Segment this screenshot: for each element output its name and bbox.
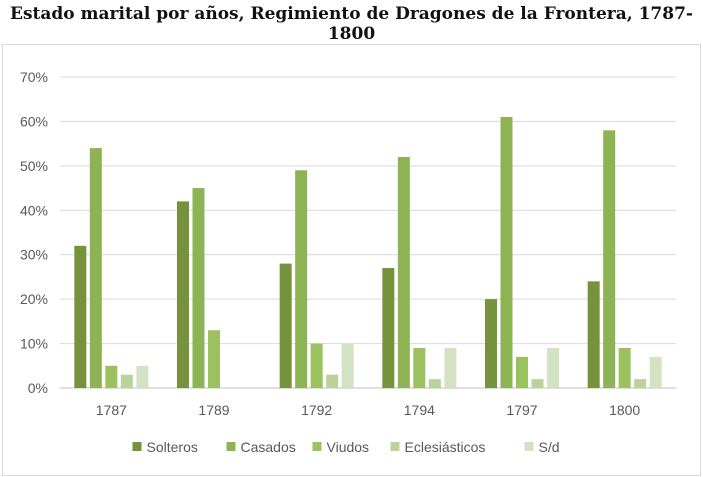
bar-eclesi-sticos-1797 bbox=[531, 379, 544, 388]
legend: Solteros Casados Viudos Eclesiásticos S/d bbox=[132, 439, 560, 455]
legend-label: Eclesiásticos bbox=[405, 439, 486, 455]
bar-casados-1792 bbox=[295, 170, 308, 388]
x-tick-label: 1789 bbox=[198, 402, 229, 418]
y-axis: 0% 10% 20% 30% 40% 50% 60% 70% bbox=[20, 69, 48, 396]
y-tick-label: 40% bbox=[20, 202, 48, 218]
y-tick-label: 70% bbox=[20, 69, 48, 85]
bar-solteros-1789 bbox=[177, 201, 189, 388]
chart-title: Estado marital por años, Regimiento de D… bbox=[10, 4, 693, 44]
x-tick-label: 1787 bbox=[96, 402, 127, 418]
y-tick-label: 10% bbox=[20, 336, 48, 352]
bar-casados-1797 bbox=[500, 116, 513, 388]
legend-swatch-casados bbox=[226, 442, 236, 451]
bar-casados-1794 bbox=[397, 156, 410, 388]
legend-swatch-viudos bbox=[312, 442, 322, 451]
x-tick-label: 1794 bbox=[404, 402, 435, 418]
bar-eclesi-sticos-1787 bbox=[120, 374, 133, 388]
bar-eclesi-sticos-1792 bbox=[326, 374, 339, 388]
x-axis: 1787 1789 1792 1794 1797 1800 bbox=[96, 402, 641, 418]
bar-viudos-1792 bbox=[310, 343, 323, 388]
y-tick-label: 60% bbox=[20, 113, 48, 129]
legend-swatch-solteros bbox=[132, 442, 142, 451]
legend-label: Casados bbox=[241, 439, 296, 455]
bar-s-d-1794 bbox=[444, 348, 457, 388]
x-tick-label: 1797 bbox=[506, 402, 537, 418]
bar-s-d-1797 bbox=[547, 348, 559, 388]
legend-swatch-s-d bbox=[524, 442, 534, 451]
legend-label: Viudos bbox=[327, 439, 370, 455]
bar-viudos-1800 bbox=[618, 348, 631, 388]
bar-s-d-1800 bbox=[649, 356, 662, 388]
gridlines bbox=[60, 76, 676, 389]
bar-s-d-1792 bbox=[341, 343, 354, 388]
bar-solteros-1794 bbox=[382, 268, 395, 388]
bar-casados-1787 bbox=[89, 148, 102, 388]
bar-eclesi-sticos-1800 bbox=[634, 379, 647, 388]
legend-swatch-eclesi-sticos bbox=[390, 442, 400, 451]
y-tick-label: 50% bbox=[20, 158, 48, 174]
legend-label: Solteros bbox=[147, 439, 198, 455]
bar-casados-1800 bbox=[603, 130, 616, 389]
bar-viudos-1789 bbox=[208, 330, 220, 388]
bar-solteros-1792 bbox=[279, 263, 292, 388]
bar-viudos-1797 bbox=[516, 356, 528, 388]
bar-solteros-1800 bbox=[587, 281, 600, 388]
y-tick-label: 30% bbox=[20, 247, 48, 263]
bars bbox=[74, 116, 662, 389]
bar-s-d-1787 bbox=[136, 365, 149, 388]
bar-viudos-1794 bbox=[413, 348, 426, 388]
bar-viudos-1787 bbox=[105, 365, 118, 388]
bar-eclesi-sticos-1794 bbox=[428, 379, 441, 388]
bar-solteros-1797 bbox=[485, 299, 497, 388]
chart-frame bbox=[2, 44, 701, 476]
x-tick-label: 1792 bbox=[301, 402, 332, 418]
bar-solteros-1787 bbox=[74, 245, 87, 388]
bar-casados-1789 bbox=[192, 188, 205, 388]
y-tick-label: 0% bbox=[28, 380, 48, 396]
x-tick-label: 1800 bbox=[609, 402, 640, 418]
y-tick-label: 20% bbox=[20, 291, 48, 307]
legend-label: S/d bbox=[539, 439, 560, 455]
